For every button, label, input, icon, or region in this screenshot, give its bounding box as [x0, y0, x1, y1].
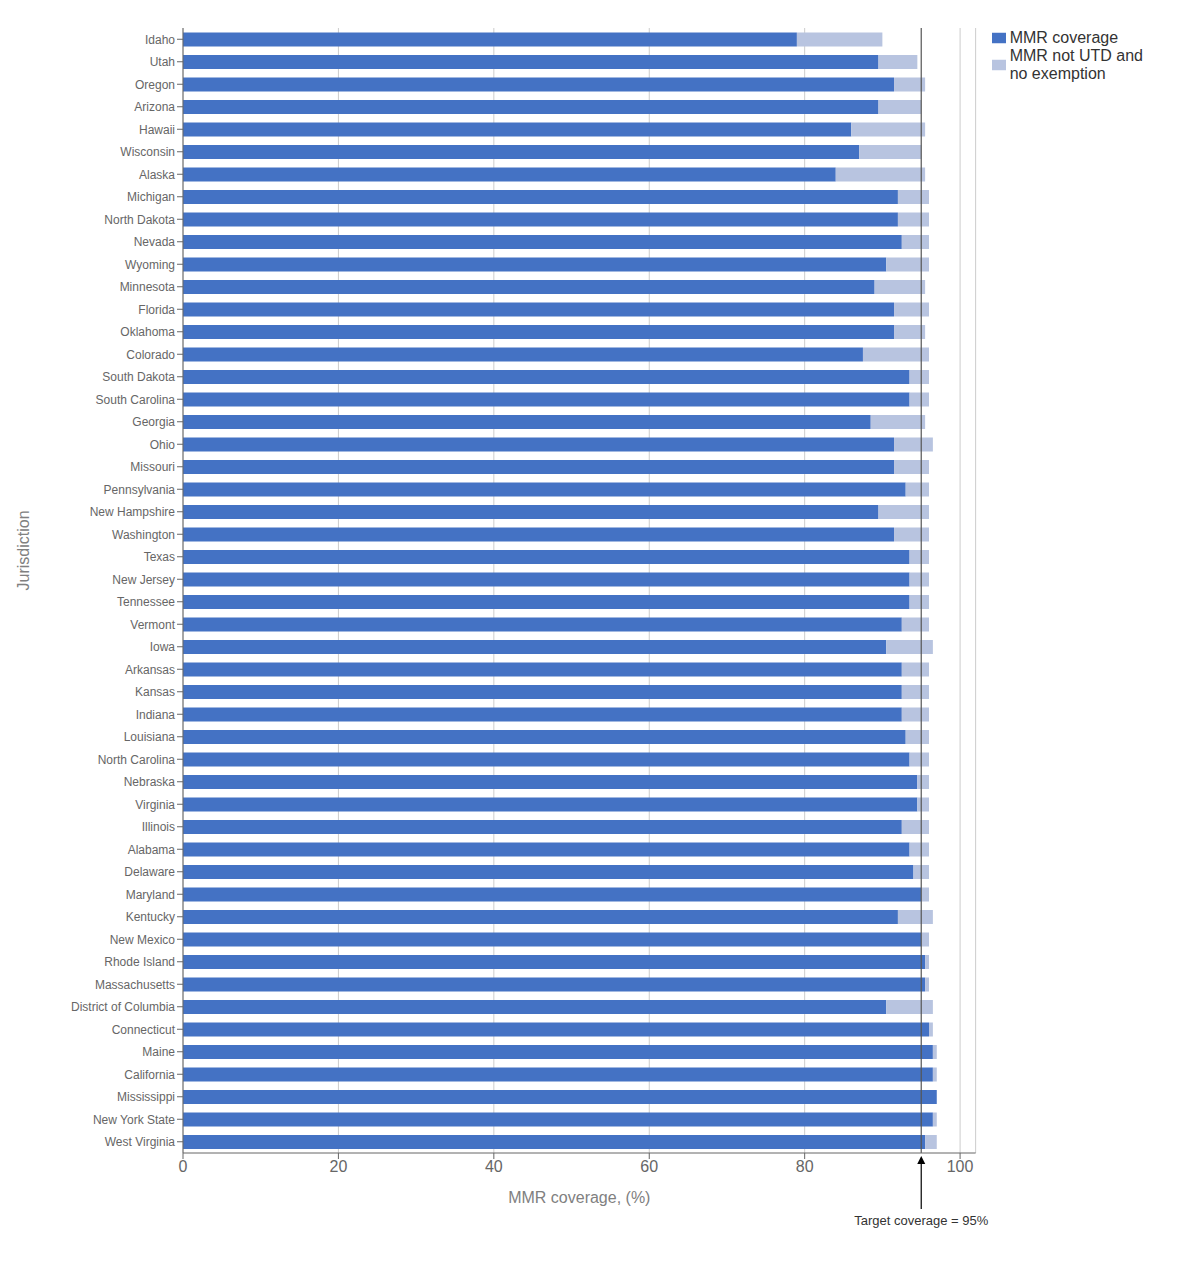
svg-text:Illinois: Illinois — [142, 820, 175, 834]
svg-text:West Virginia: West Virginia — [105, 1135, 176, 1149]
svg-text:Virginia: Virginia — [135, 798, 175, 812]
svg-text:South Dakota: South Dakota — [102, 370, 175, 384]
svg-text:North Dakota: North Dakota — [104, 213, 175, 227]
svg-text:New York State: New York State — [93, 1113, 175, 1127]
svg-text:Texas: Texas — [144, 550, 175, 564]
svg-text:New Jersey: New Jersey — [112, 573, 175, 587]
svg-text:0: 0 — [179, 1158, 188, 1175]
svg-text:Nevada: Nevada — [134, 235, 176, 249]
svg-text:South Carolina: South Carolina — [96, 393, 176, 407]
svg-text:Connecticut: Connecticut — [112, 1023, 176, 1037]
svg-text:Arkansas: Arkansas — [125, 663, 175, 677]
html-text:MMR coverage: MMR coverage — [1009, 28, 1119, 46]
svg-text:Florida: Florida — [138, 303, 175, 317]
svg-text:Michigan: Michigan — [127, 190, 175, 204]
svg-text:New Mexico: New Mexico — [110, 933, 176, 947]
svg-text:Tennessee: Tennessee — [117, 595, 175, 609]
svg-text:Alabama: Alabama — [128, 843, 176, 857]
svg-text:Maine: Maine — [142, 1045, 175, 1059]
svg-text:Minnesota: Minnesota — [120, 280, 176, 294]
svg-text:Pennsylvania: Pennsylvania — [104, 483, 176, 497]
svg-text:60: 60 — [640, 1158, 658, 1175]
svg-text:Nebraska: Nebraska — [124, 775, 176, 789]
svg-text:40: 40 — [485, 1158, 503, 1175]
svg-text:District of Columbia: District of Columbia — [71, 1000, 175, 1014]
svg-text:20: 20 — [330, 1158, 348, 1175]
svg-text:Indiana: Indiana — [136, 708, 176, 722]
svg-text:Mississippi: Mississippi — [117, 1090, 175, 1104]
svg-text:Kansas: Kansas — [135, 685, 175, 699]
svg-text:Louisiana: Louisiana — [124, 730, 176, 744]
svg-text:Oklahoma: Oklahoma — [120, 325, 175, 339]
svg-text:Kentucky: Kentucky — [126, 910, 175, 924]
svg-text:Georgia: Georgia — [132, 415, 175, 429]
svg-text:Ohio: Ohio — [150, 438, 176, 452]
svg-text:100: 100 — [947, 1158, 974, 1175]
svg-text:California: California — [124, 1068, 175, 1082]
svg-text:Utah: Utah — [150, 55, 175, 69]
svg-text:Arizona: Arizona — [134, 100, 175, 114]
svg-text:New Hampshire: New Hampshire — [90, 505, 176, 519]
svg-text:Maryland: Maryland — [126, 888, 175, 902]
svg-text:North Carolina: North Carolina — [98, 753, 176, 767]
html-text:MMR not UTD and no exemption: MMR not UTD and no exemption — [1009, 46, 1143, 82]
svg-text:MMR coverage, (%): MMR coverage, (%) — [508, 1189, 650, 1206]
svg-text:Hawaii: Hawaii — [139, 123, 175, 137]
svg-text:Washington: Washington — [112, 528, 175, 542]
svg-text:Iowa: Iowa — [150, 640, 176, 654]
svg-text:Oregon: Oregon — [135, 78, 175, 92]
svg-text:Vermont: Vermont — [130, 618, 175, 632]
svg-text:Rhode Island: Rhode Island — [104, 955, 175, 969]
svg-text:Jurisdiction: Jurisdiction — [15, 510, 32, 590]
svg-text:Missouri: Missouri — [130, 460, 175, 474]
svg-text:Wyoming: Wyoming — [125, 258, 175, 272]
svg-text:Colorado: Colorado — [126, 348, 175, 362]
svg-text:Massachusetts: Massachusetts — [95, 978, 175, 992]
svg-text:Alaska: Alaska — [139, 168, 175, 182]
svg-text:Idaho: Idaho — [145, 33, 175, 47]
svg-text:Delaware: Delaware — [124, 865, 175, 879]
svg-text:Wisconsin: Wisconsin — [120, 145, 175, 159]
svg-text:Target coverage = 95%: Target coverage = 95% — [854, 1213, 988, 1228]
svg-text:80: 80 — [796, 1158, 814, 1175]
